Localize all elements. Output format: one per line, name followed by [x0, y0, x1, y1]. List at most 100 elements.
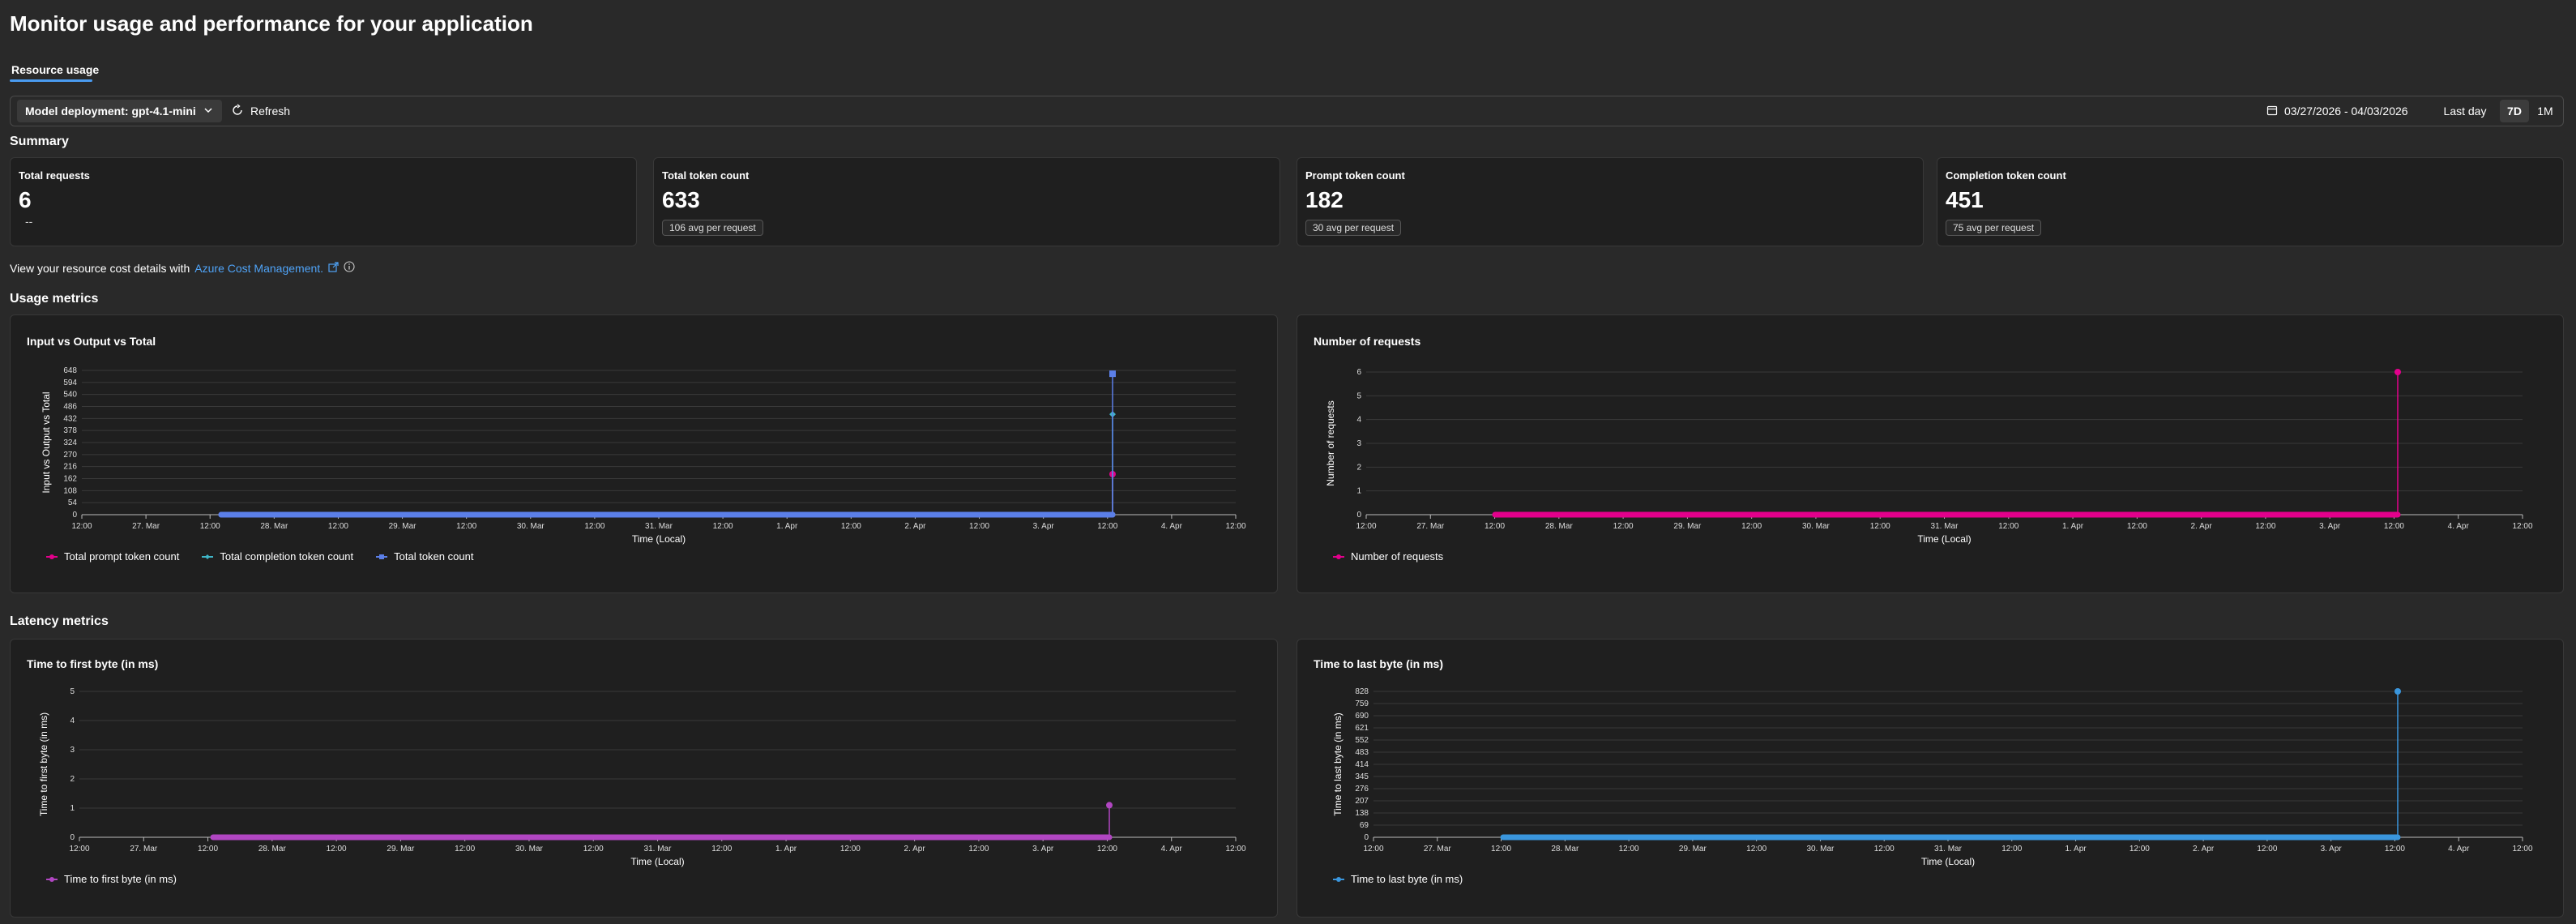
cost-details-line: View your resource cost details with Azu… — [10, 261, 355, 275]
legend-marker-total — [376, 554, 388, 559]
x-tick-label: 12:00 — [2127, 522, 2147, 531]
model-deployment-dropdown[interactable]: Model deployment: gpt-4.1-mini — [17, 100, 222, 122]
summary-card-total-requests: Total requests 6 -- — [10, 157, 637, 246]
x-tick-label: 12:00 — [2384, 522, 2404, 531]
legend-marker-requests — [1333, 554, 1344, 559]
x-tick-label: 29. Mar — [389, 522, 417, 531]
x-tick-label: 12:00 — [1097, 845, 1117, 853]
info-icon[interactable] — [344, 261, 355, 275]
x-tick-label: 12:00 — [1874, 845, 1895, 853]
chart-plot-time-to-last-byte: 0 69 138 207 276 345 414 483 552 621 690 759 828 12:0… — [1332, 687, 2533, 867]
x-tick-label: 12:00 — [1225, 522, 1245, 531]
x-tick-label: 27. Mar — [132, 522, 160, 531]
card-subtext: -- — [25, 215, 33, 228]
x-tick-label: 1. Apr — [2065, 845, 2087, 853]
chart-plot-number-of-requests: 0 1 2 3 4 5 6 12:00 27. Mar 12:00 28. Mar 12:00 29. … — [1325, 368, 2533, 545]
chart-card-input-output-total: Input vs Output vs Total 0 54 108 162 216 270… — [10, 314, 1278, 593]
x-tick-label: 12:00 — [841, 522, 861, 531]
y-tick-label: 324 — [63, 438, 77, 447]
x-tick-label: 12:00 — [1998, 522, 2019, 531]
x-tick-label: 12:00 — [1097, 522, 1117, 531]
date-range-picker[interactable]: 03/27/2026 - 04/03/2026 — [2266, 100, 2408, 122]
x-tick-label: 12:00 — [1746, 845, 1766, 853]
range-1m-button[interactable]: 1M — [2537, 105, 2553, 118]
x-tick-label: 29. Mar — [1679, 845, 1707, 853]
y-tick-label: 828 — [1355, 687, 1369, 696]
legend-marker-ttfb — [46, 876, 58, 882]
y-tick-label: 5 — [1356, 391, 1361, 400]
x-tick-label: 12:00 — [2257, 845, 2277, 853]
x-axis-label: Time (Local) — [632, 533, 686, 545]
x-tick-label: 12:00 — [69, 845, 89, 853]
y-tick-label: 378 — [63, 426, 77, 435]
x-tick-label: 2. Apr — [2191, 522, 2213, 531]
summary-card-completion-token-count: Completion token count 451 75 avg per re… — [1937, 157, 2564, 246]
x-tick-label: 27. Mar — [1424, 845, 1452, 853]
chart-card-time-to-first-byte: Time to first byte (in ms) 0 1 2 3 4 5 12:00 27… — [10, 639, 1278, 918]
chart-legend: Time to first byte (in ms) — [46, 873, 177, 885]
summary-card-total-token-count: Total token count 633 106 avg per reques… — [653, 157, 1280, 246]
x-tick-label: 12:00 — [2255, 522, 2275, 531]
chart-legend: Total prompt token count Total completio… — [46, 550, 473, 563]
card-label: Prompt token count — [1305, 169, 1405, 182]
x-tick-label: 30. Mar — [1802, 522, 1831, 531]
x-tick-label: 2. Apr — [904, 845, 926, 853]
x-tick-label: 12:00 — [1356, 522, 1376, 531]
x-tick-label: 12:00 — [1619, 845, 1639, 853]
x-tick-label: 30. Mar — [517, 522, 545, 531]
x-tick-label: 4. Apr — [1161, 845, 1183, 853]
legend-label: Total prompt token count — [64, 550, 180, 563]
x-tick-label: 12:00 — [455, 845, 475, 853]
y-tick-label: 54 — [68, 498, 78, 507]
x-tick-label: 12:00 — [840, 845, 861, 853]
legend-item-ttfb[interactable]: Time to first byte (in ms) — [46, 873, 177, 885]
y-tick-label: 270 — [63, 451, 77, 460]
legend-item-ttlb[interactable]: Time to last byte (in ms) — [1333, 873, 1463, 885]
tab-resource-usage[interactable]: Resource usage — [11, 63, 100, 76]
refresh-button[interactable]: Refresh — [231, 100, 290, 122]
y-tick-label: 6 — [1356, 368, 1361, 377]
card-label: Total requests — [19, 169, 90, 182]
x-axis-label: Time (Local) — [1917, 533, 1971, 545]
x-tick-label: 12:00 — [583, 845, 604, 853]
x-tick-label: 4. Apr — [2448, 522, 2470, 531]
range-last-day-button[interactable]: Last day — [2443, 105, 2487, 118]
y-tick-label: 1 — [70, 804, 75, 813]
legend-item-total[interactable]: Total token count — [376, 550, 473, 563]
x-tick-label: 29. Mar — [1673, 522, 1702, 531]
data-point — [2394, 688, 2401, 695]
x-tick-label: 12:00 — [2512, 845, 2532, 853]
x-tick-label: 12:00 — [328, 522, 348, 531]
x-tick-label: 12:00 — [200, 522, 220, 531]
card-label: Total token count — [662, 169, 750, 182]
legend-item-requests[interactable]: Number of requests — [1333, 550, 1443, 563]
x-tick-label: 12:00 — [713, 522, 733, 531]
legend-item-completion[interactable]: Total completion token count — [202, 550, 353, 563]
x-tick-label: 12:00 — [969, 522, 989, 531]
usage-metrics-title: Usage metrics — [10, 292, 99, 306]
date-range-text: 03/27/2026 - 04/03/2026 — [2284, 105, 2408, 118]
data-point — [2394, 369, 2401, 375]
x-tick-label: 12:00 — [1225, 845, 1245, 853]
azure-cost-management-link[interactable]: Azure Cost Management. — [194, 261, 324, 275]
y-tick-label: 216 — [63, 463, 77, 472]
legend-label: Time to last byte (in ms) — [1351, 873, 1463, 885]
x-tick-label: 12:00 — [71, 522, 92, 531]
x-tick-label: 4. Apr — [1161, 522, 1183, 531]
external-link-icon[interactable] — [328, 261, 339, 275]
y-axis-label: Number of requests — [1325, 400, 1336, 486]
y-tick-label: 3 — [1356, 439, 1361, 448]
legend-item-prompt[interactable]: Total prompt token count — [46, 550, 179, 563]
x-tick-label: 12:00 — [1363, 845, 1383, 853]
range-7d-button[interactable]: 7D — [2500, 100, 2529, 122]
avg-badge: 75 avg per request — [1946, 220, 2042, 236]
legend-label: Total completion token count — [220, 550, 354, 563]
calendar-icon — [2266, 105, 2278, 118]
x-tick-label: 12:00 — [198, 845, 218, 853]
card-value: 6 — [19, 187, 32, 212]
x-tick-label: 12:00 — [968, 845, 989, 853]
model-deployment-label: Model deployment: gpt-4.1-mini — [25, 105, 196, 118]
x-tick-label: 31. Mar — [644, 845, 673, 853]
x-tick-label: 12:00 — [2512, 522, 2532, 531]
x-tick-label: 12:00 — [2130, 845, 2150, 853]
